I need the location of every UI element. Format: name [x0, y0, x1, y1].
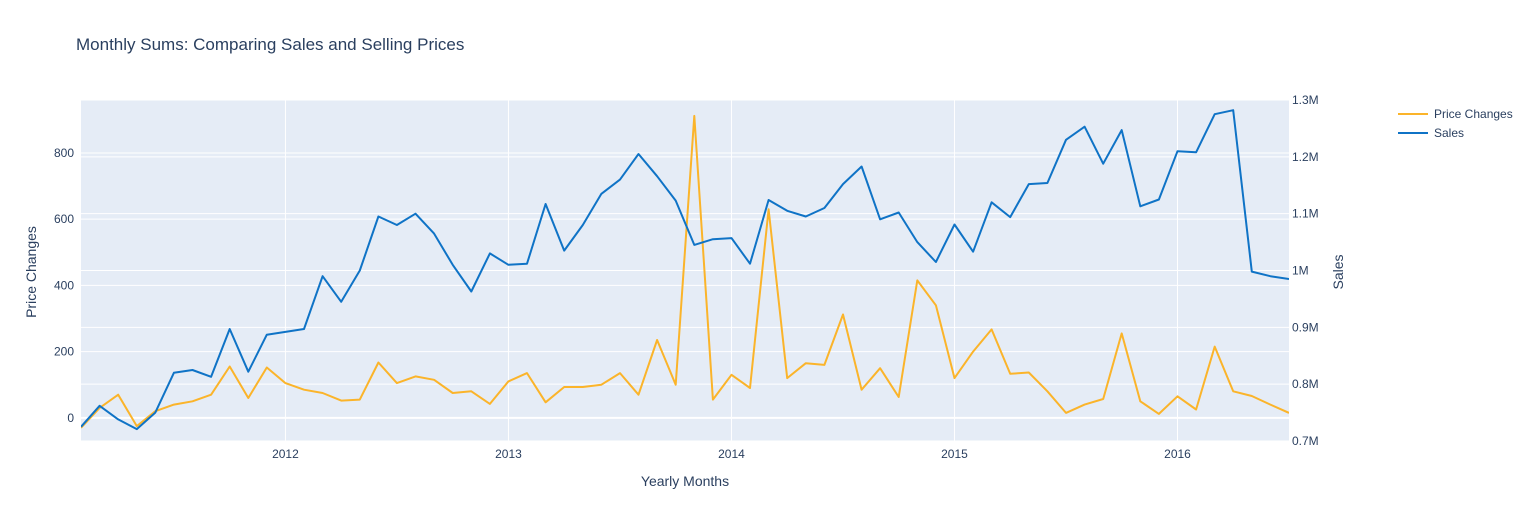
y-left-tick-label: 600 [54, 212, 74, 226]
y-left-tick-label: 200 [54, 345, 74, 359]
y-right-tick-label: 0.9M [1292, 320, 1319, 334]
x-tick-label: 2013 [495, 447, 522, 461]
y-right-tick-label: 1M [1292, 264, 1309, 278]
series-lines [81, 109, 1289, 431]
chart-title: Monthly Sums: Comparing Sales and Sellin… [76, 35, 464, 54]
legend-item-price-changes[interactable]: Price Changes [1398, 107, 1513, 121]
y-right-tick-label: 0.8M [1292, 377, 1319, 391]
x-axis-title: Yearly Months [641, 473, 729, 489]
x-tick-label: 2016 [1164, 447, 1191, 461]
y-right-tick-label: 0.7M [1292, 434, 1319, 448]
y-left-tick-label: 0 [67, 411, 74, 425]
series-line-price-changes [81, 114, 1289, 429]
y-right-axis-title: Sales [1330, 254, 1346, 289]
series-line-sales [81, 109, 1289, 431]
y-left-axis-title: Price Changes [23, 226, 39, 318]
y-right-tick-label: 1.2M [1292, 150, 1319, 164]
y-left-tick-label: 800 [54, 146, 74, 160]
legend-item-sales[interactable]: Sales [1398, 126, 1464, 140]
y-right-tick-labels: 0.7M 0.8M 0.9M 1M 1.1M 1.2M 1.3M [1292, 93, 1319, 448]
legend-label: Price Changes [1434, 107, 1513, 121]
x-tick-label: 2015 [941, 447, 968, 461]
legend[interactable]: Price Changes Sales [1398, 107, 1513, 140]
legend-label: Sales [1434, 126, 1464, 140]
y-left-tick-label: 400 [54, 278, 74, 292]
y-left-tick-labels: 0 200 400 600 800 [54, 146, 74, 425]
x-tick-label: 2012 [272, 447, 299, 461]
y-right-tick-label: 1.1M [1292, 207, 1319, 221]
y-right-tick-label: 1.3M [1292, 93, 1319, 107]
x-tick-label: 2014 [718, 447, 745, 461]
y-grid [81, 99, 1289, 442]
x-tick-labels: 2012 2013 2014 2015 2016 [272, 447, 1191, 461]
